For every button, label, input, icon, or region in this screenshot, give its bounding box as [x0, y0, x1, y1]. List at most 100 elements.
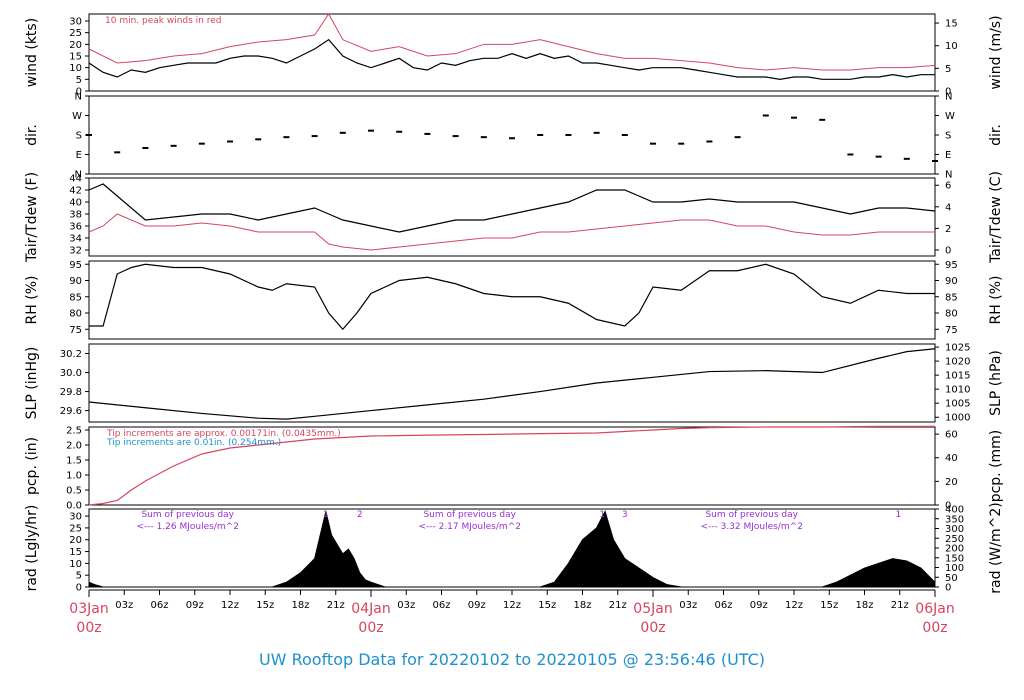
y-axis-label-right: RH (%)	[988, 276, 1004, 325]
series-line	[88, 213, 935, 251]
y-tick-label-right: 10	[945, 41, 958, 52]
y-axis-label-right: pcp. (mm)	[988, 430, 1004, 503]
y-tick-label: N	[75, 170, 82, 181]
panel-wind: wind (kts) wind (m/s)05101520253005101510…	[24, 13, 1004, 98]
day-hour-label: 00z	[358, 620, 383, 636]
data-point	[847, 153, 854, 156]
panel-frame	[88, 508, 936, 588]
x-tick-label: 18z	[574, 600, 592, 611]
y-tick-label-right: 50	[945, 573, 958, 584]
data-point	[903, 157, 910, 160]
data-point	[819, 118, 826, 121]
panel-annotation: Tip increments are 0.01in. (0.254mm.)	[106, 438, 281, 448]
x-tick-label: 15z	[538, 600, 556, 611]
panel-frame	[88, 343, 936, 423]
y-tick-label: 0	[76, 87, 82, 98]
rad-marker: 3	[622, 510, 628, 520]
data-point	[255, 138, 262, 141]
y-tick-label: 38	[69, 210, 82, 221]
data-point	[368, 129, 374, 132]
y-axis-label: dir.	[24, 124, 40, 146]
x-tick-label: 03z	[115, 600, 133, 611]
x-tick-label: 09z	[750, 600, 768, 611]
y-axis-label: RH (%)	[24, 276, 40, 325]
daily-sum-value: <--- 3.32 MJoules/m^2	[700, 522, 802, 532]
y-tick-label-right: 1010	[945, 385, 970, 396]
data-point	[762, 114, 769, 117]
y-tick-label-right: 15	[945, 19, 958, 30]
day-hour-label: 00z	[922, 620, 947, 636]
series-line	[88, 13, 936, 71]
y-axis-label-right: dir.	[988, 124, 1004, 146]
panel-pcp: pcp. (in) pcp. (mm) 0.0 0.5 1.0 1.5 2.0 2.5 0 20 4…	[24, 426, 1004, 512]
panel-rad: rad (Lgly/hr) rad (W/m^2)0510152025300501…	[24, 502, 1004, 593]
y-axis-label: SLP (inHg)	[24, 347, 40, 420]
x-tick-label: 15z	[820, 600, 838, 611]
y-tick-label-right: 5	[945, 64, 951, 75]
data-point	[565, 134, 572, 136]
day-label: 03Jan	[69, 601, 108, 617]
y-tick-label-right: 20	[945, 477, 958, 488]
y-tick-label: 30	[69, 512, 82, 523]
y-tick-label: 75	[69, 325, 82, 336]
panel-slp: SLP (inHg) SLP (hPa) 29.6 29.8 30.0 30.2 1000 1…	[24, 343, 1004, 424]
x-tick-label: 15z	[256, 600, 274, 611]
y-tick-label: 10	[69, 559, 82, 570]
x-tick-label: 21z	[891, 600, 909, 611]
y-tick-label-right: 1000	[945, 413, 970, 424]
y-tick-label: S	[76, 131, 82, 142]
y-tick-label: 95	[69, 260, 82, 271]
daily-sum-label: Sum of previous day	[141, 510, 234, 520]
x-tick-label: 21z	[609, 600, 627, 611]
series-line	[88, 183, 936, 233]
y-tick-label-right: 400	[945, 505, 964, 516]
daily-sum-value: <--- 2.17 MJoules/m^2	[418, 522, 520, 532]
y-tick-label: 2.0	[66, 441, 82, 452]
y-axis-label: Tair/Tdew (F)	[24, 172, 40, 263]
y-tick-label: 0.0	[66, 501, 82, 512]
y-tick-label-right: S	[945, 131, 951, 142]
data-point	[114, 151, 121, 154]
y-tick-label: E	[76, 150, 82, 161]
y-tick-label: 0	[76, 583, 82, 594]
panel-annotation: 10 min. peak winds in red	[105, 16, 222, 26]
data-point	[621, 134, 628, 136]
y-tick-label: W	[72, 111, 82, 122]
radiation-area	[88, 510, 936, 588]
y-tick-label-right: 0	[945, 583, 951, 594]
y-tick-label-right: N	[945, 92, 952, 103]
data-point	[339, 131, 346, 134]
x-tick-label: 06z	[151, 600, 169, 611]
data-point	[537, 134, 544, 136]
y-tick-label-right: 250	[945, 534, 964, 545]
data-point	[396, 130, 403, 133]
y-tick-label-right: N	[945, 170, 952, 181]
y-tick-label: 90	[69, 276, 82, 287]
data-point	[283, 136, 290, 139]
series-line	[88, 38, 935, 80]
y-axis-label-right: SLP (hPa)	[988, 350, 1004, 416]
x-tick-label: 09z	[468, 600, 486, 611]
data-point	[734, 136, 741, 139]
series-line	[89, 263, 935, 331]
x-tick-label: 12z	[503, 600, 521, 611]
data-point	[142, 147, 149, 149]
y-tick-label-right: 1025	[945, 343, 970, 354]
y-tick-label: N	[75, 92, 82, 103]
y-tick-label-right: 40	[945, 453, 958, 464]
data-point	[791, 116, 797, 119]
y-tick-label: 85	[69, 292, 82, 303]
y-axis-label-right: wind (m/s)	[988, 15, 1004, 89]
x-tick-label: 21z	[327, 600, 345, 611]
y-tick-label-right: 0	[945, 501, 951, 512]
y-tick-label: 30.0	[60, 368, 82, 379]
panel-frame	[88, 426, 936, 506]
x-tick-label: 18z	[292, 600, 310, 611]
y-tick-label: 15	[69, 52, 82, 63]
x-tick-label: 18z	[856, 600, 874, 611]
panel-frame	[88, 260, 936, 340]
data-point	[875, 155, 882, 158]
day-label: 04Jan	[351, 601, 390, 617]
panel-annotation: Tip increments are approx. 0.00171in. (0…	[106, 429, 341, 439]
